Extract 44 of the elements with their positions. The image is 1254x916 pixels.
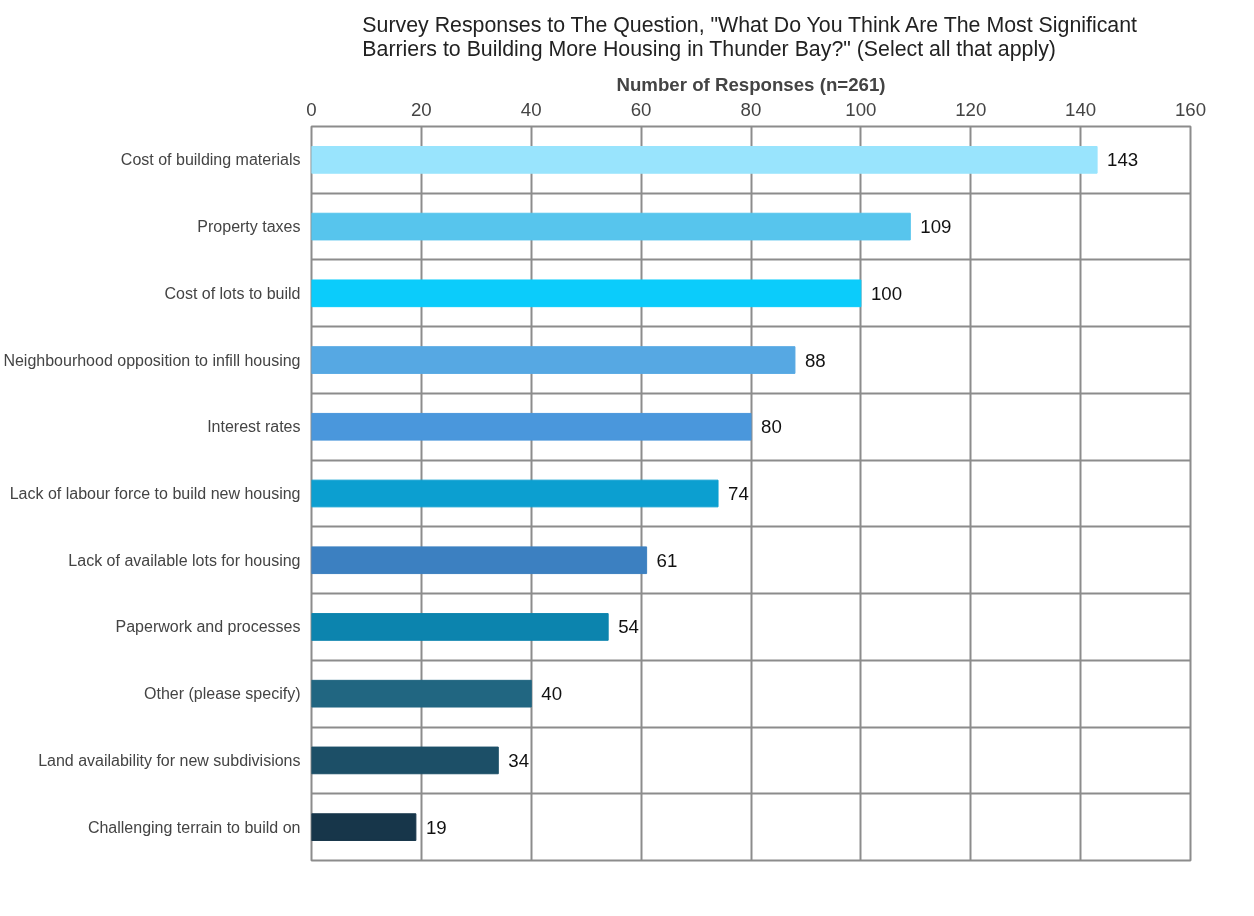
bar (311, 746, 499, 775)
x-tick-label: 140 (1065, 98, 1097, 120)
bar (311, 279, 862, 308)
y-tick-label: Other (please specify) (143, 685, 301, 703)
x-tick-label: 0 (306, 98, 317, 120)
y-tick-label: Neighbourhood opposition to infill housing (3, 351, 301, 369)
bar (311, 479, 719, 508)
bar (311, 813, 417, 841)
bar (311, 412, 752, 441)
x-axis-title: Number of Responses (n=261) (616, 73, 886, 95)
data-label: 88 (804, 349, 826, 371)
bar (311, 212, 911, 241)
data-label: 143 (1107, 149, 1139, 171)
chart-title: Survey Responses to The Question, "What Do You Think Are The Most Significant Barriers to Building More Housing in Thunder Bay?" (Select all that apply) (362, 12, 1138, 61)
bar (311, 146, 1098, 174)
bar (311, 346, 796, 374)
data-label: 40 (541, 683, 563, 705)
data-label: 74 (728, 483, 749, 504)
x-tick-label: 120 (955, 98, 987, 120)
data-label: 19 (425, 816, 447, 838)
y-tick-label: Cost of building materials (120, 151, 301, 169)
y-tick-label: Lack of labour force to build new housing (9, 485, 301, 502)
bar (311, 546, 648, 575)
data-label: 100 (870, 282, 903, 304)
y-tick-label: Land availability for new subdivisions (38, 751, 301, 769)
data-label: 80 (761, 416, 782, 438)
data-label: 61 (656, 549, 678, 571)
y-tick-label: Cost of lots to build (164, 284, 301, 302)
x-tick-label: 20 (411, 98, 432, 120)
data-label: 54 (618, 616, 639, 638)
x-tick-label: 160 (1174, 98, 1207, 120)
x-tick-label: 80 (740, 98, 762, 120)
y-tick-label: Interest rates (207, 418, 301, 436)
data-label: 109 (920, 216, 952, 238)
bar (311, 679, 532, 708)
y-tick-label: Property taxes (197, 218, 301, 236)
x-tick-label: 40 (520, 98, 542, 120)
y-tick-label: Paperwork and processes (115, 618, 301, 636)
y-tick-label: Lack of available lots for housing (68, 551, 301, 569)
bar (311, 613, 609, 641)
y-tick-label: Challenging terrain to build on (87, 818, 301, 836)
x-tick-label: 60 (630, 98, 652, 120)
data-label: 34 (508, 749, 530, 771)
x-tick-label: 100 (845, 98, 877, 120)
